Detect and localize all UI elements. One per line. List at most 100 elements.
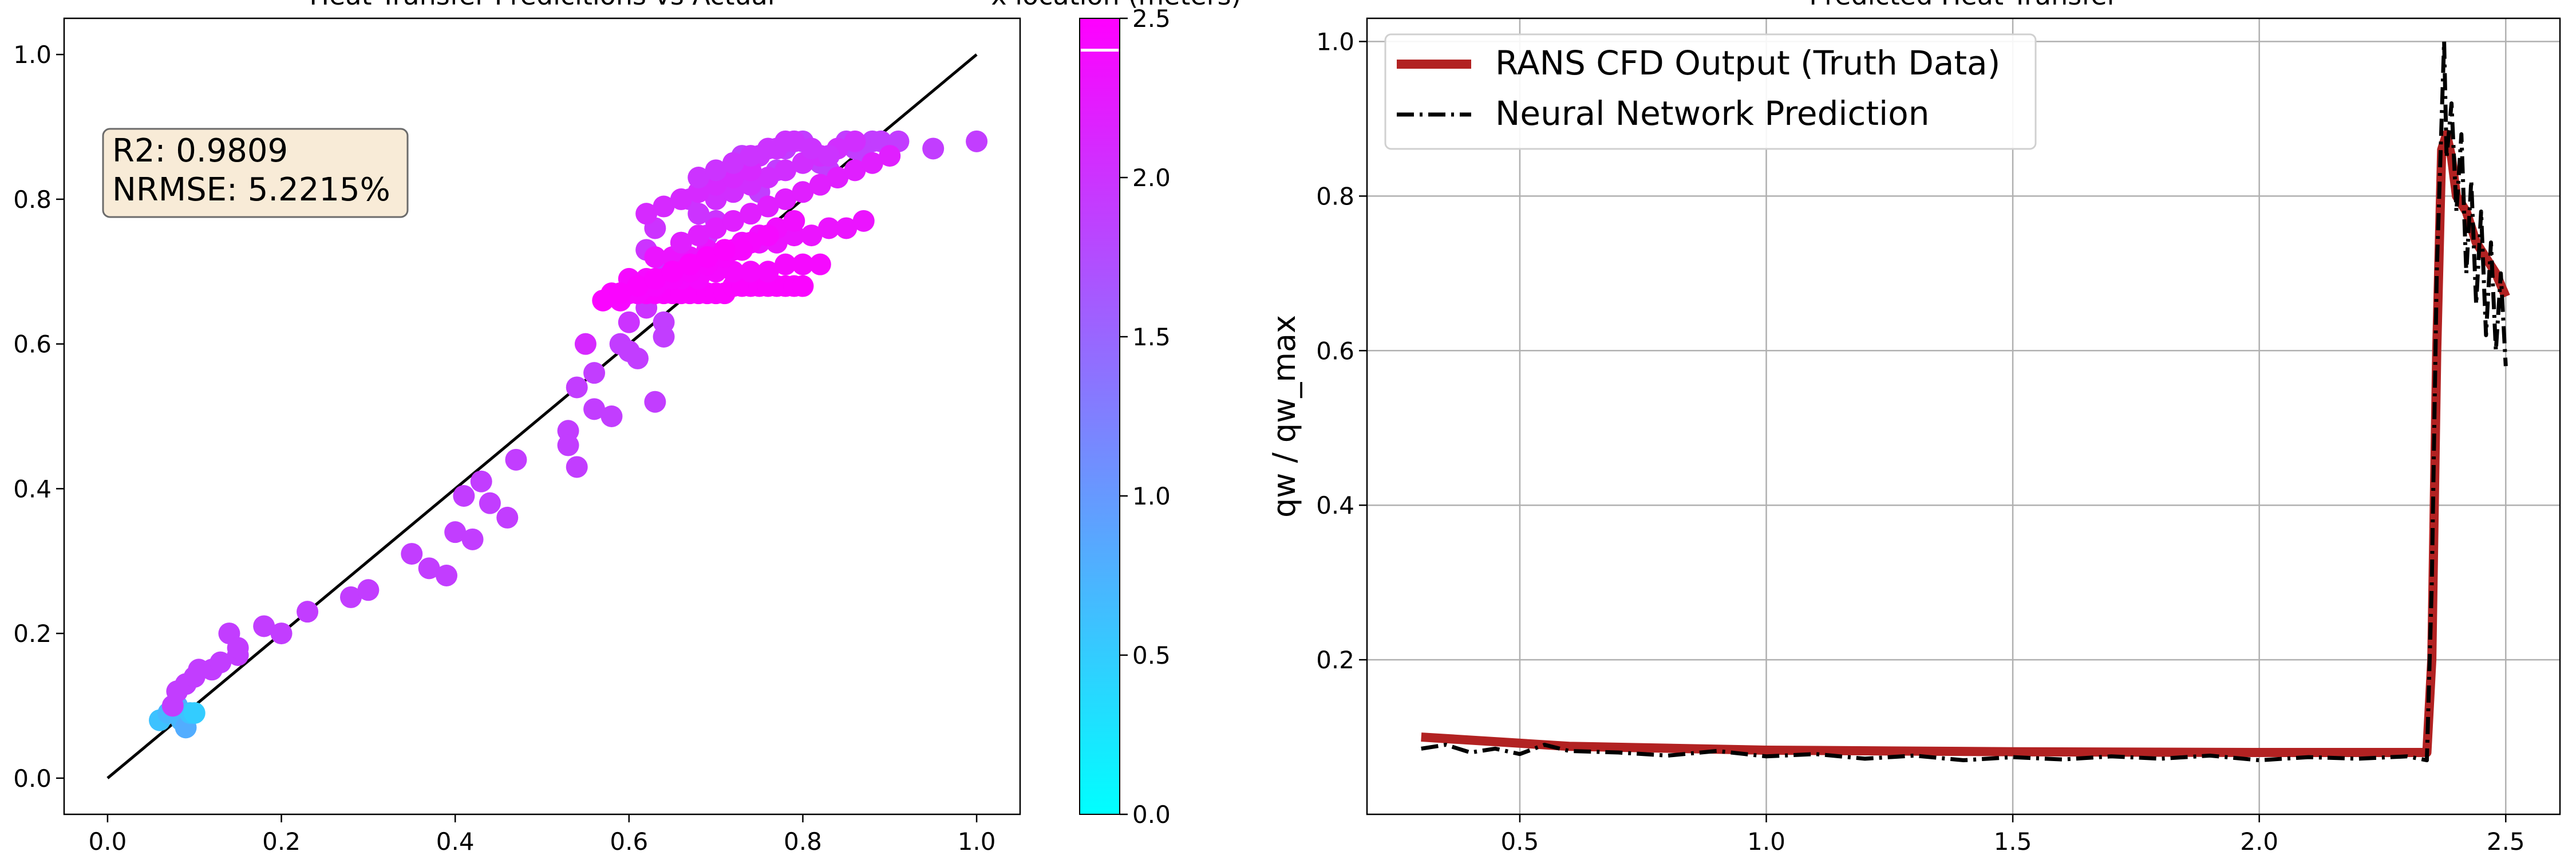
scatter-point [775, 253, 797, 275]
scatter-point [844, 159, 866, 182]
line-ytick-label: 0.2 [1316, 646, 1354, 674]
scatter-point [479, 492, 501, 514]
scatter-point [688, 203, 710, 225]
scatter-point [722, 152, 744, 174]
scatter-point [574, 333, 596, 355]
scatter-ytick-label: 0.4 [13, 475, 52, 503]
colorbar-tick-label: 2.5 [1132, 5, 1171, 33]
metrics-annotation: R2: 0.9809 NRMSE: 5.2215% [102, 128, 409, 218]
line-axes-frame [1366, 17, 2561, 815]
scatter-point [922, 137, 945, 160]
scatter-point [227, 637, 249, 659]
scatter-xtick-label: 0.4 [436, 828, 475, 856]
scatter-point [844, 130, 866, 152]
scatter-point [644, 267, 666, 290]
scatter-point [653, 326, 675, 348]
scatter-point [775, 159, 797, 182]
scatter-point [340, 586, 362, 608]
scatter-point [644, 246, 666, 268]
scatter-point [470, 470, 492, 492]
scatter-point [713, 239, 736, 261]
scatter-panel: Heat Transfer Predicitions vs Actual 0.0… [13, 0, 1021, 856]
scatter-point [757, 195, 779, 218]
scatter-point [809, 253, 831, 275]
colorbar-tick-label: 2.0 [1132, 164, 1171, 192]
series-prediction-line [1421, 39, 2508, 763]
scatter-point [670, 231, 692, 254]
colorbar-tick-label: 0.0 [1132, 801, 1171, 829]
scatter-point [461, 528, 484, 550]
scatter-point [253, 615, 275, 637]
scatter-point [210, 651, 232, 673]
scatter-xtick-label: 0.0 [89, 828, 127, 856]
scatter-point [679, 253, 701, 275]
scatter-point [401, 543, 423, 565]
scatter-point [297, 601, 319, 623]
scatter-point [757, 261, 779, 283]
scatter-point [688, 167, 710, 188]
scatter-point [635, 203, 658, 225]
scatter-xtick-label: 0.2 [262, 828, 301, 856]
line-xtick-label: 2.5 [2487, 828, 2525, 856]
scatter-point [800, 224, 823, 247]
colorbar-tick-label: 1.5 [1132, 323, 1171, 351]
scatter-point [775, 188, 797, 210]
scatter-point [835, 217, 858, 239]
scatter-title: Heat Transfer Predicitions vs Actual [309, 0, 775, 11]
scatter-point [792, 253, 814, 275]
scatter-point [852, 210, 875, 232]
scatter-point [861, 152, 883, 174]
scatter-point [627, 275, 649, 297]
scatter-point [800, 137, 823, 160]
line-panel: Predicted Heat Transfer qw / qw_max 0.5 1… [1266, 0, 2561, 856]
scatter-point [757, 167, 779, 188]
scatter-point [670, 188, 692, 210]
colorbar: x location (meters) 0.0 0.5 1.0 1.5 2.0 2.5 [991, 0, 1241, 829]
scatter-xtick-label: 0.8 [784, 828, 822, 856]
scatter-point [566, 456, 588, 478]
scatter-point [653, 195, 675, 218]
line-ylabel: qw / qw_max [1266, 315, 1302, 518]
scatter-point [757, 224, 779, 247]
scatter-point [661, 261, 683, 283]
scatter-point [418, 557, 440, 580]
scatter-point [696, 246, 718, 268]
line-xtick-label: 1.5 [1994, 828, 2032, 856]
colorbar-tick-label: 1.0 [1132, 482, 1171, 510]
scatter-point [644, 391, 666, 413]
scatter-point [740, 145, 762, 167]
scatter-point [731, 239, 753, 261]
scatter-point [183, 702, 206, 724]
scatter-point [618, 311, 640, 333]
line-ytick-label: 0.6 [1316, 337, 1354, 365]
scatter-point [592, 289, 614, 312]
scatter-point [740, 261, 762, 283]
scatter-point [600, 405, 623, 427]
scatter-point [688, 224, 710, 247]
scatter-point [783, 210, 805, 232]
scatter-point [583, 362, 606, 384]
scatter-point [496, 506, 519, 529]
scatter-ytick-label: 1.0 [13, 41, 52, 69]
scatter-point [505, 448, 527, 471]
scatter-point [818, 145, 840, 167]
legend-frame [1384, 33, 2037, 150]
scatter-point [757, 137, 779, 160]
scatter-point [879, 145, 901, 167]
legend-label-truth: RANS CFD Output (Truth Data) [1495, 44, 2000, 82]
colorbar-tick-label: 0.5 [1132, 641, 1171, 669]
scatter-point [740, 203, 762, 225]
scatter-point [792, 275, 814, 297]
scatter-point [444, 521, 467, 543]
scatter-ytick-label: 0.0 [13, 765, 52, 793]
scatter-point [818, 217, 840, 239]
scatter-point [436, 565, 457, 586]
scatter-axes-frame [63, 17, 1021, 815]
scatter-point [705, 217, 727, 239]
scatter-xtick-label: 0.6 [610, 828, 648, 856]
line-legend: RANS CFD Output (Truth Data) Neural Netw… [1384, 33, 2037, 150]
scatter-point [827, 167, 849, 188]
legend-label-prediction: Neural Network Prediction [1495, 94, 1930, 133]
scatter-point [775, 130, 797, 152]
